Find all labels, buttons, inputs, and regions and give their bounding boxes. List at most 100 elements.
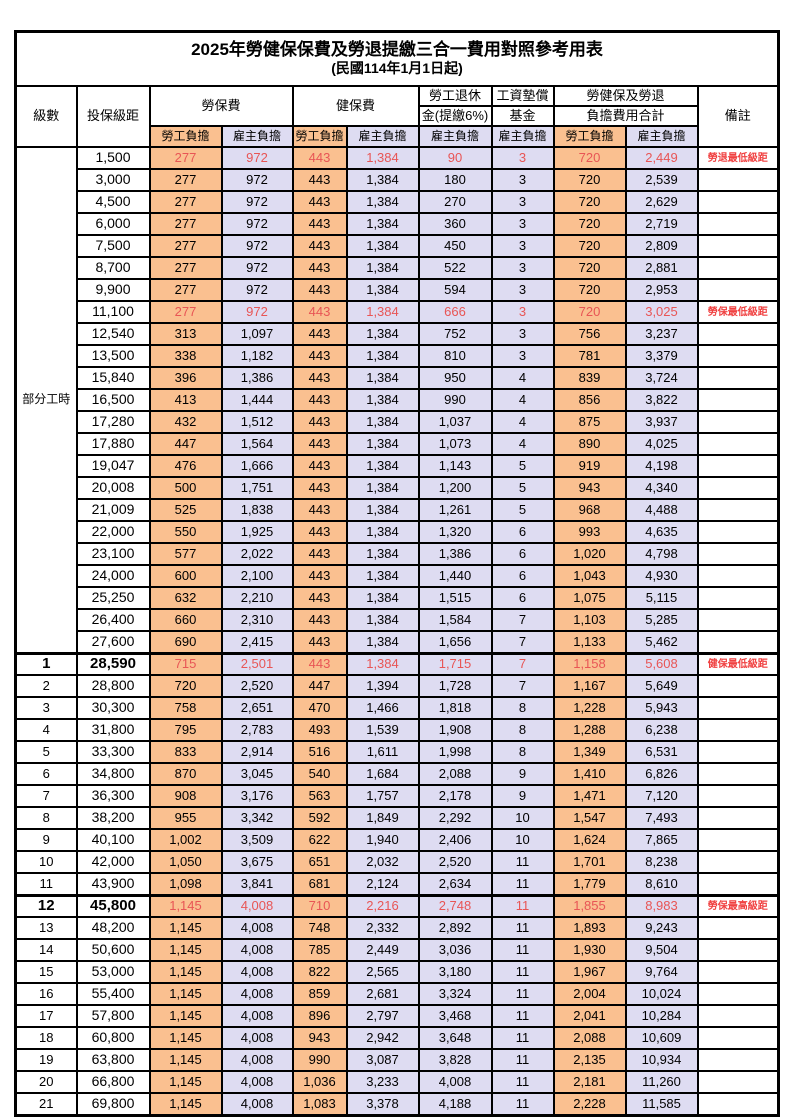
health-employee-cell: 540 [291,762,348,786]
health-employer-cell: 2,797 [345,1004,420,1028]
total-employer-cell: 3,724 [624,366,699,390]
health-employer-cell: 3,087 [345,1048,420,1072]
labor-employer-cell: 3,841 [220,872,294,896]
wage-fund-employer-cell: 11 [490,872,555,896]
table-row: 8 38,200 955 3,342 592 1,849 2,292 10 1,547 7,493 [14,806,780,830]
labor-employer-cell: 1,666 [220,454,294,478]
bracket-cell: 19,047 [75,454,151,478]
total-employee-cell: 720 [552,234,627,258]
health-employee-cell: 443 [291,586,348,610]
part-time-group-label: 部分工時 [14,146,78,654]
wage-fund-employer-cell: 11 [490,1070,555,1094]
pension-employer-cell: 3,468 [417,1004,493,1028]
table-row: 15,840 396 1,386 443 1,384 950 4 839 3,724 [16,366,780,390]
total-employer-cell: 3,822 [624,388,699,412]
remark-cell [696,608,780,632]
col-header-pension-line1: 勞工退休 [417,85,493,107]
level-cell: 4 [14,718,78,742]
pension-employer-cell: 2,748 [417,893,493,918]
health-employer-cell: 1,384 [345,498,420,522]
total-employee-cell: 1,893 [552,916,627,940]
total-employee-cell: 1,779 [552,872,627,896]
pension-employer-cell: 2,292 [417,806,493,830]
col-header-total-line1: 勞健保及勞退 [552,85,699,107]
remark-cell: 勞保最低級距 [696,300,780,324]
table-row: 11,100 277 972 443 1,384 666 3 720 3,025 勞保最低級距 [16,300,780,324]
total-employee-cell: 720 [552,168,627,192]
wage-fund-employer-cell: 6 [490,520,555,544]
health-employer-cell: 2,124 [345,872,420,896]
labor-employee-cell: 277 [148,256,223,280]
table-row: 17,280 432 1,512 443 1,384 1,037 4 875 3,937 [16,410,780,434]
level-cell: 20 [14,1070,78,1094]
total-employee-cell: 720 [552,212,627,236]
total-employee-cell: 2,088 [552,1026,627,1050]
remark-cell [696,212,780,236]
bracket-cell: 22,000 [75,520,151,544]
bracket-cell: 45,800 [75,893,151,918]
pension-employer-cell: 1,515 [417,586,493,610]
health-employee-cell: 443 [291,256,348,280]
remark-cell [696,322,780,346]
pension-employer-cell: 3,324 [417,982,493,1006]
pension-employer-cell: 360 [417,212,493,236]
bracket-cell: 23,100 [75,542,151,566]
pension-employer-cell: 3,036 [417,938,493,962]
labor-employee-cell: 720 [148,674,223,698]
health-employee-cell: 943 [291,1026,348,1050]
table-row: 21 69,800 1,145 4,008 1,083 3,378 4,188 11 2,228… [14,1092,780,1116]
health-employer-cell: 1,849 [345,806,420,830]
table-row: 25,250 632 2,210 443 1,384 1,515 6 1,075 5,115 [16,586,780,610]
remark-cell [696,806,780,830]
total-employer-cell: 4,488 [624,498,699,522]
table-row: 21,009 525 1,838 443 1,384 1,261 5 968 4,488 [16,498,780,522]
remark-cell [696,344,780,368]
labor-employer-cell: 1,925 [220,520,294,544]
health-employee-cell: 443 [291,212,348,236]
table-row: 2 28,800 720 2,520 447 1,394 1,728 7 1,167 5,649 [14,674,780,698]
health-employee-cell: 1,083 [291,1092,348,1116]
pension-employer-cell: 1,584 [417,608,493,632]
pension-employer-cell: 2,892 [417,916,493,940]
pension-employer-cell: 450 [417,234,493,258]
pension-employer-cell: 522 [417,256,493,280]
pension-employer-cell: 666 [417,300,493,324]
total-employee-cell: 720 [552,300,627,324]
labor-employer-cell: 4,008 [220,1004,294,1028]
table-row: 19,047 476 1,666 443 1,384 1,143 5 919 4,198 [16,454,780,478]
remark-cell [696,476,780,500]
labor-employer-cell: 1,386 [220,366,294,390]
health-employer-cell: 1,384 [345,520,420,544]
wage-fund-employer-cell: 3 [490,278,555,302]
table-row: 20,008 500 1,751 443 1,384 1,200 5 943 4,340 [16,476,780,500]
total-employer-cell: 5,608 [624,651,699,676]
total-employee-cell: 856 [552,388,627,412]
remark-cell [696,762,780,786]
labor-employee-cell: 277 [148,234,223,258]
level-cell: 11 [14,872,78,896]
table-row: 12 45,800 1,145 4,008 710 2,216 2,748 11 1,855 8,… [14,893,780,918]
health-employee-cell: 443 [291,454,348,478]
pension-employer-cell: 270 [417,190,493,214]
labor-employer-cell: 972 [220,234,294,258]
pension-employer-cell: 1,320 [417,520,493,544]
pension-employer-cell: 4,188 [417,1092,493,1116]
wage-fund-employer-cell: 4 [490,410,555,434]
level-cell: 17 [14,1004,78,1028]
labor-employer-cell: 2,100 [220,564,294,588]
level-cell: 15 [14,960,78,984]
total-employee-cell: 2,041 [552,1004,627,1028]
table-row: 7 36,300 908 3,176 563 1,757 2,178 9 1,471 7,120 [14,784,780,808]
health-employee-cell: 443 [291,300,348,324]
remark-cell [696,542,780,566]
health-employer-cell: 3,233 [345,1070,420,1094]
labor-employer-cell: 3,509 [220,828,294,852]
health-employee-cell: 592 [291,806,348,830]
table-row: 16,500 413 1,444 443 1,384 990 4 856 3,822 [16,388,780,412]
remark-cell [696,1048,780,1072]
health-employee-cell: 443 [291,498,348,522]
labor-employee-cell: 1,145 [148,893,223,918]
level-cell: 2 [14,674,78,698]
total-employee-cell: 1,471 [552,784,627,808]
labor-employer-cell: 4,008 [220,938,294,962]
